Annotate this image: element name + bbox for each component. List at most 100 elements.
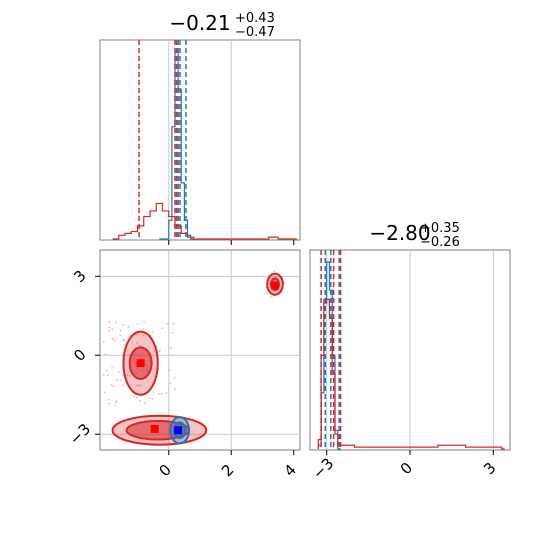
histogram-series: [112, 40, 297, 245]
y-tick-label: −3: [66, 420, 94, 448]
panel-2-title-sup: +0.35: [420, 221, 460, 236]
x-tick-label: 2: [218, 461, 237, 480]
x-tick-label: −3: [309, 454, 337, 482]
scatter-point: [165, 392, 168, 394]
scatter-point: [151, 397, 154, 400]
scatter-point: [108, 398, 111, 401]
x-tick-label: 4: [280, 461, 299, 480]
scatter-point: [161, 327, 164, 330]
scatter-point: [111, 366, 114, 369]
scatter-point: [161, 392, 164, 395]
scatter-point: [143, 320, 145, 323]
scatter-point: [110, 383, 113, 386]
scatter-point: [136, 342, 138, 344]
scatter-point: [173, 377, 176, 379]
x-tick-label: 0: [397, 459, 416, 478]
scatter-point: [104, 391, 106, 394]
scatter-point: [102, 374, 105, 376]
scatter-point: [266, 292, 269, 294]
scatter-point: [139, 399, 142, 402]
scatter-point: [273, 270, 276, 273]
scatter-point: [107, 374, 109, 377]
point-marker: [150, 424, 159, 433]
scatter-point: [122, 339, 125, 342]
panel-2-title-sub: −0.26: [420, 235, 460, 250]
marginal-panel-2: −2.80 +0.35 −0.26 −3 0 3: [309, 221, 511, 483]
panel-2-title: −2.80: [369, 221, 430, 245]
scatter-point: [270, 295, 273, 298]
scatter-point: [108, 326, 110, 329]
scatter-point: [142, 328, 145, 330]
scatter-point: [173, 388, 176, 391]
scatter-point: [142, 334, 145, 337]
histogram-step-line: [317, 298, 505, 450]
x-tick-labels: −3 0 3: [309, 450, 500, 483]
scatter-point: [104, 353, 107, 356]
scatter-point: [152, 391, 155, 393]
scatter-point: [157, 393, 160, 396]
scatter-point: [169, 382, 172, 384]
histogram-series: [317, 250, 505, 450]
scatter-point: [151, 331, 154, 333]
point-marker: [136, 359, 145, 368]
scatter-point: [158, 350, 161, 353]
scatter-point: [108, 320, 111, 323]
scatter-point: [114, 401, 117, 404]
panel-1-title: −0.21: [169, 11, 230, 35]
x-tick-label: 3: [480, 459, 499, 478]
scatter-point: [172, 322, 175, 325]
y-tick-label: 0: [70, 346, 89, 365]
scatter-point: [119, 379, 122, 382]
grid: [168, 40, 232, 240]
scatter-point: [112, 385, 115, 388]
scatter-point: [136, 396, 138, 399]
scatter-point: [170, 347, 173, 350]
scatter-point: [122, 323, 125, 326]
scatter-point: [105, 369, 108, 372]
scatter-point: [111, 337, 114, 340]
scatter-point: [115, 321, 117, 324]
scatter-point: [126, 374, 129, 377]
point-marker: [174, 426, 183, 435]
scatter-point: [123, 338, 126, 341]
scatter-point: [168, 369, 171, 372]
point-marker: [271, 281, 279, 290]
scatter-point: [118, 371, 121, 374]
histogram-step-line: [112, 202, 297, 240]
scatter-point: [111, 328, 114, 331]
scatter-point: [113, 339, 116, 342]
y-tick-label: 3: [70, 267, 89, 286]
scatter-point: [122, 384, 124, 387]
x-tick-labels: 0 2 4: [155, 450, 300, 480]
scatter-point: [116, 378, 119, 381]
scatter-point: [136, 322, 139, 325]
scatter-point: [132, 395, 135, 397]
scatter-point: [268, 282, 271, 285]
scatter-point: [135, 333, 137, 336]
scatter-point: [114, 404, 117, 407]
panel-1-title-sub: −0.47: [235, 25, 275, 40]
scatter-point: [171, 331, 174, 334]
scatter-point: [137, 384, 140, 387]
x-tick-label: 0: [155, 461, 174, 480]
scatter-point: [120, 329, 122, 332]
scatter-point: [128, 374, 131, 377]
joint-panel: 0 2 4 3 0 −3: [66, 249, 301, 480]
y-tick-labels: 3 0 −3: [66, 267, 100, 448]
scatter-point: [108, 402, 111, 405]
scatter-point: [102, 340, 105, 343]
scatter-point: [153, 349, 156, 352]
panel-1-title-sup: +0.43: [235, 11, 275, 26]
scatter-point: [119, 334, 122, 337]
contour-series: [111, 272, 284, 446]
scatter-point: [139, 384, 142, 387]
scatter-point: [149, 397, 151, 399]
marginal-panel-1: −0.21 +0.43 −0.47: [99, 11, 301, 245]
scatter-point: [143, 402, 146, 405]
scatter-point: [135, 384, 138, 387]
scatter-point: [108, 330, 110, 332]
scatter-point: [127, 326, 130, 328]
scatter-point: [166, 322, 169, 325]
panel-frame: [99, 39, 301, 241]
